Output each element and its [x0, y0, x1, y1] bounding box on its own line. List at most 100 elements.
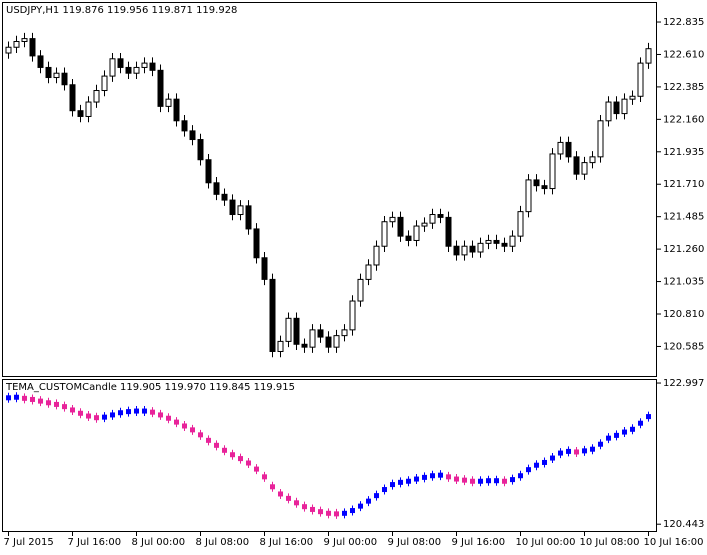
main-title: USDJPY,H1 119.876 119.956 119.871 119.92… — [6, 5, 237, 16]
indicator-bar — [150, 409, 155, 415]
candle-body — [285, 317, 292, 342]
indicator-bar — [446, 474, 451, 480]
x-tick-label: 7 Jul 2015 — [4, 537, 54, 548]
candle-body — [533, 179, 540, 187]
indicator-bar — [54, 401, 59, 407]
indicator-bar — [462, 477, 467, 483]
candle-body — [397, 216, 404, 237]
indicator-bar — [14, 394, 19, 400]
candle-body — [109, 58, 116, 77]
candle-body — [565, 141, 572, 158]
indicator-panel — [2, 379, 657, 532]
indicator-bar — [350, 508, 355, 514]
indicator-bar — [406, 478, 411, 484]
indicator-bar — [142, 408, 147, 414]
candle-body — [229, 199, 236, 216]
indicator-bar — [238, 456, 243, 462]
candle-body — [309, 329, 316, 348]
candle-body — [189, 130, 196, 141]
candle-body — [13, 40, 20, 48]
indicator-bar — [198, 432, 203, 438]
indicator-bar — [358, 503, 363, 509]
indicator-bar — [534, 462, 539, 468]
indicator-bar — [470, 478, 475, 484]
candle-body — [517, 211, 524, 237]
indicator-bar — [614, 432, 619, 438]
y-tick-label: 122.160 — [663, 114, 704, 125]
indicator-bar — [310, 506, 315, 512]
indicator-bar — [110, 412, 115, 418]
candle-body — [253, 228, 260, 259]
indicator-bar — [478, 478, 483, 484]
candle-body — [85, 101, 92, 117]
candle-body — [557, 141, 564, 155]
indicator-bar — [166, 415, 171, 421]
candle-body — [21, 38, 28, 42]
candle-body — [37, 55, 44, 68]
candle-body — [421, 222, 428, 227]
candle-body — [261, 257, 268, 280]
candle-body — [405, 235, 412, 241]
candle-body — [365, 264, 372, 280]
candle-body — [301, 343, 308, 348]
candle-body — [613, 101, 620, 115]
indicator-title: TEMA_CUSTOMCandle 119.905 119.970 119.84… — [5, 382, 295, 393]
indicator-bar — [486, 478, 491, 484]
indicator-bar — [246, 460, 251, 466]
indicator-bar — [366, 498, 371, 504]
candle-body — [549, 153, 556, 190]
y-tick-label: 120.585 — [663, 341, 704, 352]
x-tick-label: 9 Jul 08:00 — [388, 537, 442, 548]
candle-body — [157, 69, 164, 107]
y-tick-label: 121.485 — [663, 212, 704, 223]
indicator-bar — [398, 479, 403, 485]
indicator-bar — [70, 407, 75, 413]
indicator-bar — [126, 409, 131, 415]
x-tick-label: 9 Jul 16:00 — [452, 537, 506, 548]
indicator-bar — [206, 437, 211, 443]
candle-body — [325, 336, 332, 348]
candle-body — [45, 66, 52, 79]
candle-body — [453, 245, 460, 256]
indicator-bar — [582, 448, 587, 454]
candle-body — [413, 225, 420, 241]
indicator-bar — [294, 500, 299, 506]
indicator-bar — [558, 450, 563, 456]
indicator-bar — [526, 467, 531, 473]
indicator-bar — [174, 419, 179, 425]
candle-body — [437, 214, 444, 218]
indicator-bar — [326, 510, 331, 516]
candle-body — [493, 239, 500, 244]
indicator-bar — [134, 408, 139, 414]
indicator-bar — [6, 395, 11, 401]
indicator-bar — [190, 427, 195, 433]
y-tick-label: 122.997 — [663, 378, 704, 389]
indicator-bar — [270, 484, 275, 490]
indicator-bar — [22, 395, 27, 401]
indicator-bar — [286, 495, 291, 501]
y-tick-label: 121.035 — [663, 277, 704, 288]
indicator-bar — [510, 477, 515, 483]
x-tick-label: 7 Jul 16:00 — [68, 537, 122, 548]
candle-body — [621, 98, 628, 115]
candle-body — [357, 278, 364, 302]
indicator-bar — [646, 414, 651, 420]
x-tick-label: 8 Jul 00:00 — [132, 537, 186, 548]
candle-body — [101, 75, 108, 92]
candle-body — [29, 38, 36, 57]
candle-body — [141, 62, 148, 68]
indicator-bar — [254, 466, 259, 472]
indicator-bar — [630, 426, 635, 432]
indicator-bar — [38, 398, 43, 404]
candle-body — [133, 66, 140, 74]
candle-body — [581, 162, 588, 175]
candle-body — [541, 185, 548, 190]
indicator-bar — [622, 429, 627, 435]
indicator-bar — [598, 441, 603, 447]
x-tick-label: 8 Jul 16:00 — [260, 537, 314, 548]
candle-body — [469, 245, 476, 253]
candle-body — [77, 110, 84, 117]
indicator-bar — [302, 504, 307, 510]
y-tick-label: 120.810 — [663, 309, 704, 320]
